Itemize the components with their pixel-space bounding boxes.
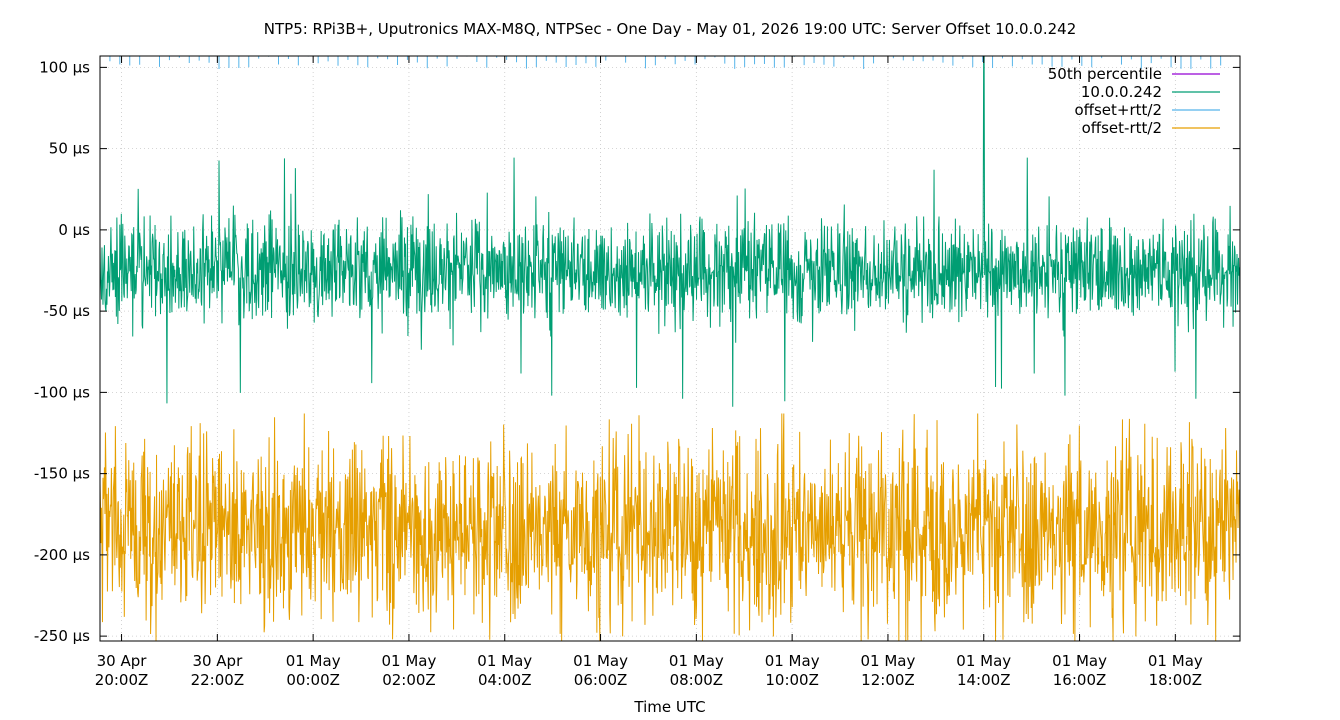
- x-tick-label-time: 18:00Z: [1149, 671, 1203, 689]
- x-tick-label-time: 22:00Z: [191, 671, 245, 689]
- x-tick-label-time: 04:00Z: [478, 671, 532, 689]
- legend-label: 50th percentile: [1048, 65, 1162, 83]
- y-tick-label: -150 µs: [34, 465, 90, 483]
- x-tick-label-time: 16:00Z: [1053, 671, 1107, 689]
- legend-label: offset+rtt/2: [1074, 101, 1162, 119]
- x-tick-label-date: 30 Apr: [192, 652, 243, 670]
- legend: 50th percentile10.0.0.242offset+rtt/2off…: [1048, 65, 1220, 137]
- x-tick-label-time: 00:00Z: [286, 671, 340, 689]
- x-tick-label-time: 20:00Z: [95, 671, 149, 689]
- legend-label: offset-rtt/2: [1082, 119, 1162, 137]
- x-tick-label-time: 06:00Z: [574, 671, 628, 689]
- plot-area: [99, 55, 1241, 642]
- x-tick-label-date: 01 May: [956, 652, 1011, 670]
- x-tick-label-date: 01 May: [1052, 652, 1107, 670]
- x-tick-label-time: 08:00Z: [670, 671, 724, 689]
- legend-label: 10.0.0.242: [1081, 83, 1162, 101]
- x-axis-label: Time UTC: [633, 698, 705, 716]
- x-tick-label-date: 01 May: [765, 652, 820, 670]
- chart-title: NTP5: RPi3B+, Uputronics MAX-M8Q, NTPSec…: [264, 20, 1076, 38]
- y-tick-label: -250 µs: [34, 627, 90, 645]
- y-tick-label: -100 µs: [34, 383, 90, 401]
- y-tick-label: 50 µs: [49, 140, 90, 158]
- x-tick-label-date: 01 May: [286, 652, 341, 670]
- x-tick-label-time: 02:00Z: [382, 671, 436, 689]
- x-tick-label-time: 12:00Z: [861, 671, 915, 689]
- y-tick-label: 0 µs: [58, 221, 90, 239]
- y-tick-label: -50 µs: [43, 302, 90, 320]
- y-axis: 100 µs 50 µs 0 µs -50 µs -100 µs -150 µs -200 …: [34, 58, 1240, 645]
- x-tick-label-date: 30 Apr: [97, 652, 148, 670]
- x-tick-label-time: 10:00Z: [765, 671, 819, 689]
- x-tick-label-date: 01 May: [669, 652, 724, 670]
- series-offset-minus-rtt: [99, 413, 1241, 642]
- x-tick-label-date: 01 May: [382, 652, 437, 670]
- series-offset: [99, 55, 1241, 407]
- plot-border: [99, 55, 1241, 642]
- y-tick-label: 100 µs: [39, 58, 90, 76]
- x-tick-label-date: 01 May: [573, 652, 628, 670]
- x-tick-label-date: 01 May: [861, 652, 916, 670]
- x-tick-label-time: 14:00Z: [957, 671, 1011, 689]
- y-tick-label: -200 µs: [34, 546, 90, 564]
- x-tick-label-date: 01 May: [1148, 652, 1203, 670]
- x-tick-label-date: 01 May: [477, 652, 532, 670]
